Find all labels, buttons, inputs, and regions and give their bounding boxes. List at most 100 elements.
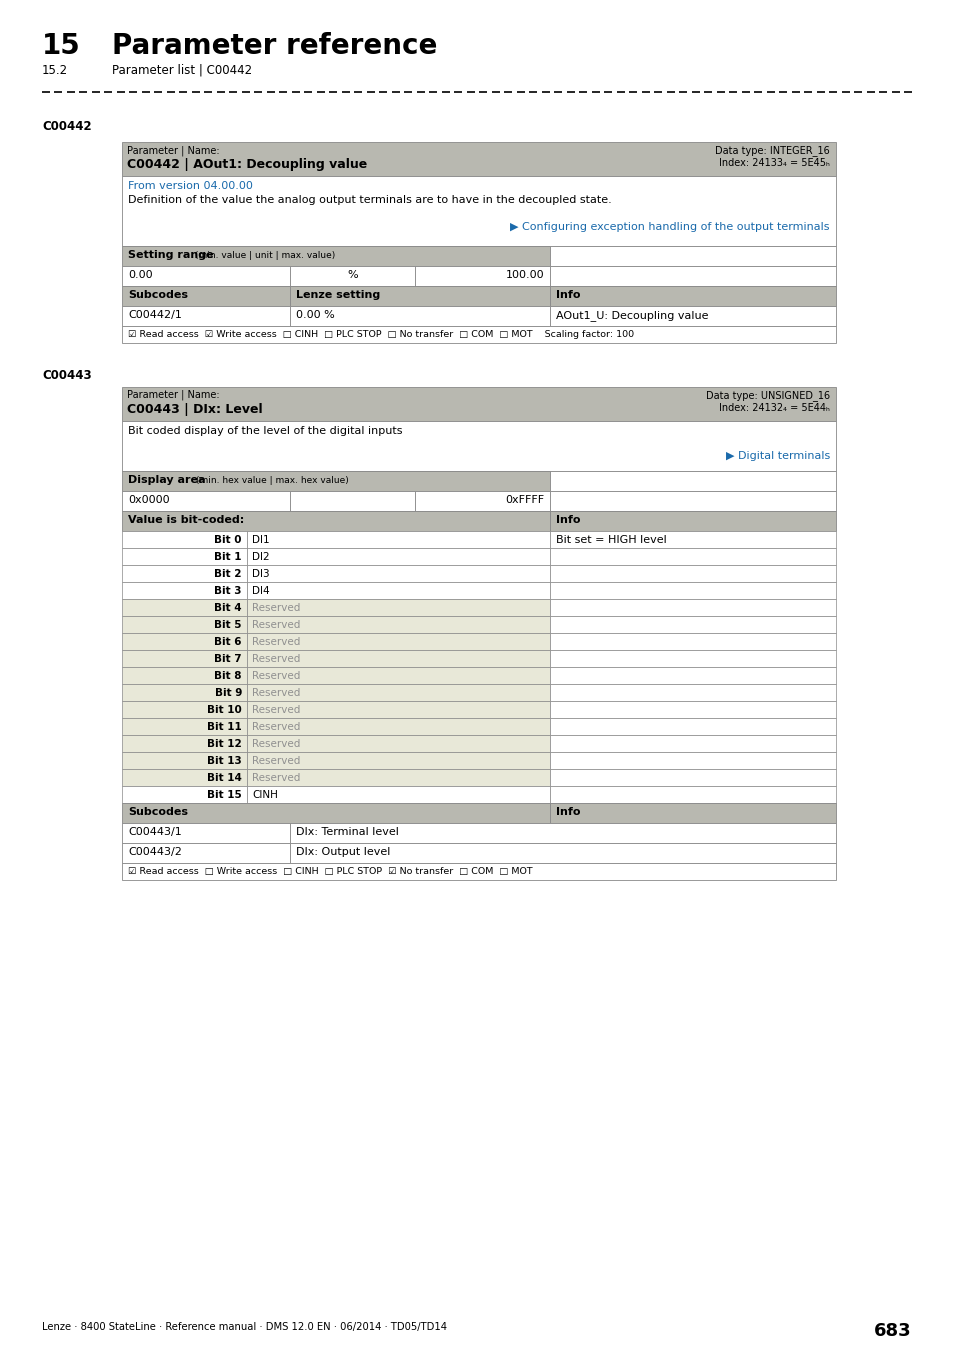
Bar <box>122 286 290 306</box>
Text: Bit 9: Bit 9 <box>214 688 242 698</box>
Text: Reserved: Reserved <box>252 756 300 765</box>
Text: ☑ Read access  □ Write access  □ CINH  □ PLC STOP  ☑ No transfer  □ COM  □ MOT: ☑ Read access □ Write access □ CINH □ PL… <box>128 867 532 876</box>
Bar <box>122 752 247 769</box>
Text: C00443 | DIx: Level: C00443 | DIx: Level <box>127 404 262 416</box>
Bar <box>122 566 247 582</box>
Text: Parameter | Name:: Parameter | Name: <box>127 390 219 401</box>
Text: Subcodes: Subcodes <box>128 807 188 817</box>
Text: Index: 24132₄ = 5E44ₕ: Index: 24132₄ = 5E44ₕ <box>719 404 829 413</box>
Text: Bit 14: Bit 14 <box>207 774 242 783</box>
Bar <box>550 566 835 582</box>
Bar <box>247 718 550 734</box>
Text: DIx: Output level: DIx: Output level <box>295 846 390 857</box>
Bar <box>122 266 290 286</box>
Bar <box>550 286 835 306</box>
Text: 15: 15 <box>42 32 81 59</box>
Bar <box>122 649 247 667</box>
Bar <box>122 387 835 421</box>
Text: Reserved: Reserved <box>252 688 300 698</box>
Text: Definition of the value the analog output terminals are to have in the decoupled: Definition of the value the analog outpu… <box>128 194 611 205</box>
Text: C00442/1: C00442/1 <box>128 310 182 320</box>
Text: Bit 15: Bit 15 <box>207 790 242 801</box>
Text: AOut1_U: Decoupling value: AOut1_U: Decoupling value <box>556 310 708 321</box>
Text: Reserved: Reserved <box>252 603 300 613</box>
Bar <box>550 734 835 752</box>
Bar <box>247 566 550 582</box>
Text: 683: 683 <box>874 1322 911 1341</box>
Text: Reserved: Reserved <box>252 705 300 716</box>
Bar <box>550 718 835 734</box>
Bar <box>122 824 290 842</box>
Bar <box>550 306 835 325</box>
Bar <box>247 701 550 718</box>
Bar <box>550 803 835 824</box>
Text: (min. hex value | max. hex value): (min. hex value | max. hex value) <box>195 477 349 485</box>
Bar <box>415 491 550 512</box>
Bar <box>550 649 835 667</box>
Text: DI1: DI1 <box>252 535 270 545</box>
Text: 0.00 %: 0.00 % <box>295 310 335 320</box>
Bar <box>290 824 835 842</box>
Bar <box>550 512 835 531</box>
Bar <box>550 471 835 491</box>
Bar <box>247 667 550 684</box>
Bar <box>550 633 835 649</box>
Text: %: % <box>347 270 357 279</box>
Text: DIx: Terminal level: DIx: Terminal level <box>295 828 398 837</box>
Bar <box>247 599 550 616</box>
Bar <box>247 531 550 548</box>
Bar <box>550 701 835 718</box>
Text: Parameter reference: Parameter reference <box>112 32 436 59</box>
Bar <box>122 306 290 325</box>
Text: Subcodes: Subcodes <box>128 290 188 300</box>
Bar <box>122 512 550 531</box>
Text: C00443/1: C00443/1 <box>128 828 182 837</box>
Bar <box>290 306 550 325</box>
Text: (min. value | unit | max. value): (min. value | unit | max. value) <box>194 251 335 261</box>
Text: Bit 10: Bit 10 <box>207 705 242 716</box>
Text: ☑ Read access  ☑ Write access  □ CINH  □ PLC STOP  □ No transfer  □ COM  □ MOT  : ☑ Read access ☑ Write access □ CINH □ PL… <box>128 329 634 339</box>
Bar <box>247 684 550 701</box>
Text: Bit 7: Bit 7 <box>214 653 242 664</box>
Bar <box>290 842 835 863</box>
Bar <box>550 266 835 286</box>
Text: ▶ Digital terminals: ▶ Digital terminals <box>725 451 829 460</box>
Bar <box>122 701 247 718</box>
Bar <box>122 421 835 471</box>
Bar <box>122 842 290 863</box>
Bar <box>122 176 835 246</box>
Text: CINH: CINH <box>252 790 277 801</box>
Bar <box>550 531 835 548</box>
Bar <box>550 667 835 684</box>
Text: Display area: Display area <box>128 475 205 485</box>
Bar <box>550 616 835 633</box>
Bar <box>122 718 247 734</box>
Text: Reserved: Reserved <box>252 637 300 647</box>
Bar <box>247 752 550 769</box>
Text: Bit 13: Bit 13 <box>207 756 242 765</box>
Text: Value is bit-coded:: Value is bit-coded: <box>128 514 244 525</box>
Bar <box>122 531 247 548</box>
Bar <box>550 786 835 803</box>
Text: Bit 12: Bit 12 <box>207 738 242 749</box>
Bar <box>122 582 247 599</box>
Bar <box>290 286 550 306</box>
Bar <box>122 667 247 684</box>
Bar <box>122 803 550 824</box>
Text: C00442: C00442 <box>42 120 91 134</box>
Bar <box>122 142 835 176</box>
Text: Lenze setting: Lenze setting <box>295 290 379 300</box>
Text: Bit 2: Bit 2 <box>214 568 242 579</box>
Text: Bit 8: Bit 8 <box>214 671 242 680</box>
Text: Setting range: Setting range <box>128 250 213 261</box>
Bar <box>247 649 550 667</box>
Bar <box>122 616 247 633</box>
Bar <box>122 548 247 566</box>
Bar <box>290 491 415 512</box>
Bar <box>122 734 247 752</box>
Text: Info: Info <box>556 807 580 817</box>
Bar <box>122 491 290 512</box>
Text: Parameter | Name:: Parameter | Name: <box>127 144 219 155</box>
Text: C00443/2: C00443/2 <box>128 846 182 857</box>
Text: Bit set = HIGH level: Bit set = HIGH level <box>556 535 666 545</box>
